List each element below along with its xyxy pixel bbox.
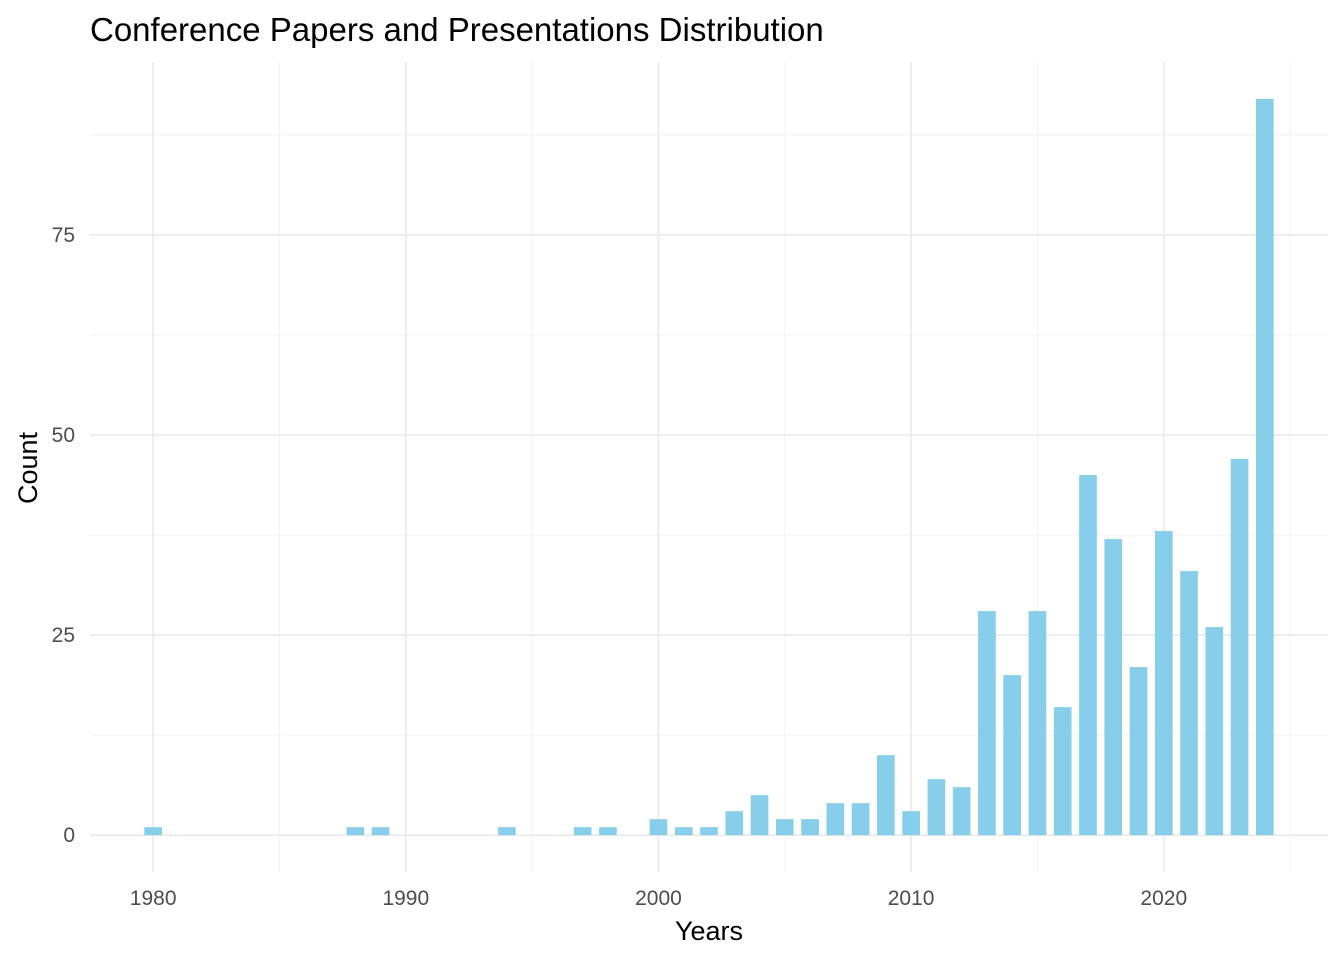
bar-1980 <box>144 827 163 836</box>
chart-title: Conference Papers and Presentations Dist… <box>90 11 824 48</box>
bar-2004 <box>750 795 769 836</box>
y-tick-label: 75 <box>52 224 75 247</box>
bar-2018 <box>1104 539 1123 836</box>
bar-2023 <box>1230 458 1249 836</box>
bar-2017 <box>1079 475 1097 836</box>
bar-2006 <box>801 819 819 836</box>
bars <box>144 98 1274 836</box>
bar-1989 <box>371 827 390 836</box>
bar-2014 <box>1003 675 1022 836</box>
x-tick-label: 2010 <box>888 887 935 910</box>
y-tick-label: 50 <box>52 424 75 447</box>
bar-2022 <box>1205 627 1224 836</box>
bar-2002 <box>700 827 718 836</box>
x-axis-ticks: 1980 1990 2000 2010 2020 <box>130 887 1187 910</box>
bar-2015 <box>1028 611 1047 836</box>
bar-2012 <box>952 787 971 836</box>
x-axis-title: Years <box>675 916 743 946</box>
bar-2010 <box>902 811 920 836</box>
x-tick-label: 1990 <box>382 887 429 910</box>
bar-2009 <box>877 755 895 836</box>
bar-2008 <box>851 803 870 836</box>
bar-2013 <box>978 611 996 836</box>
bar-1988 <box>346 827 365 836</box>
bar-2001 <box>674 827 693 836</box>
x-tick-label: 2000 <box>635 887 682 910</box>
bar-2003 <box>725 811 744 836</box>
bar-2011 <box>927 779 946 836</box>
x-tick-label: 2020 <box>1140 887 1187 910</box>
y-tick-label: 25 <box>52 624 75 647</box>
bar-2000 <box>649 819 668 836</box>
bar-2019 <box>1129 667 1148 836</box>
bar-2020 <box>1154 531 1173 836</box>
bar-2021 <box>1180 571 1198 836</box>
y-axis-title: Count <box>13 431 43 504</box>
bar-1994 <box>498 827 516 836</box>
bar-1997 <box>573 827 592 836</box>
x-tick-label: 1980 <box>130 887 177 910</box>
bar-2024 <box>1255 98 1274 836</box>
bar-2016 <box>1053 707 1072 836</box>
y-axis-ticks: 0 25 50 75 <box>52 224 75 847</box>
bar-2005 <box>775 819 794 836</box>
bar-1998 <box>599 827 617 836</box>
bar-2007 <box>826 803 845 836</box>
y-tick-label: 0 <box>63 824 75 847</box>
